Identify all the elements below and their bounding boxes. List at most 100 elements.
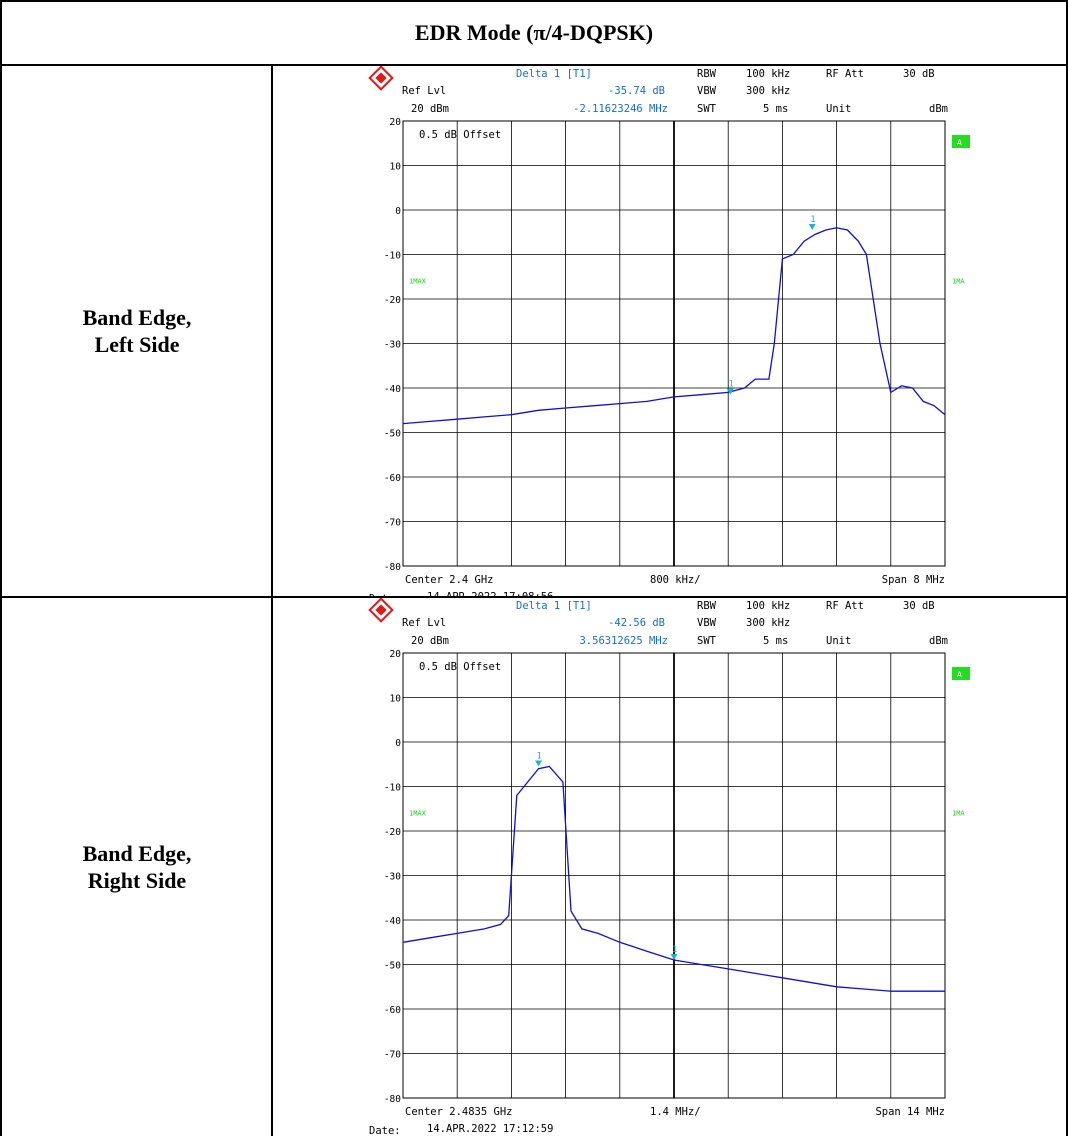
y-tick-label: -80 — [384, 562, 401, 573]
trace-label-right: 1MA — [952, 277, 965, 285]
date-label: Date: — [369, 1125, 401, 1136]
y-tick-label: -40 — [384, 916, 401, 927]
marker-frequency: 3.56312625 MHz — [579, 635, 668, 647]
y-tick-label: -50 — [384, 961, 401, 972]
division-scale: 800 kHz/ — [650, 574, 701, 586]
y-tick-label: -20 — [384, 295, 401, 306]
center-frequency: Center 2.4 GHz — [405, 574, 494, 586]
rf-att-value: 30 dB — [903, 600, 935, 612]
vbw-label: VBW — [697, 617, 717, 629]
y-tick-label: -50 — [384, 429, 401, 440]
row-label-line1: Band Edge, — [82, 304, 192, 330]
marker-label: 1 — [537, 751, 542, 761]
y-tick-label: -60 — [384, 1005, 401, 1016]
marker-title: Delta 1 [T1] — [516, 600, 592, 612]
y-tick-label: -10 — [384, 251, 401, 262]
marker-title: Delta 1 [T1] — [516, 68, 592, 80]
trace-label-left: 1MAX — [409, 277, 427, 285]
rbw-label: RBW — [697, 600, 717, 612]
unit-value: dBm — [929, 103, 948, 115]
ref-lvl-label: Ref Lvl — [402, 617, 446, 629]
trace-label-right: 1MA — [952, 809, 965, 817]
center-frequency: Center 2.4835 GHz — [405, 1106, 512, 1118]
row-label-left-side: Band Edge, Left Side — [2, 66, 272, 596]
date-value: 14.APR.2022 17:12:59 — [427, 1123, 553, 1135]
marker-triangle — [726, 388, 734, 395]
y-tick-label: -30 — [384, 872, 401, 883]
ref-lvl-value: 20 dBm — [411, 103, 449, 115]
row-label-line2: Right Side — [87, 868, 187, 893]
marker-level: -35.74 dB — [608, 85, 665, 97]
y-tick-label: -70 — [384, 518, 401, 529]
y-tick-label: -60 — [384, 473, 401, 484]
row-label-right-side: Band Edge, Right Side — [2, 598, 272, 1136]
unit-value: dBm — [929, 635, 948, 647]
table-border-top — [0, 0, 1068, 2]
y-tick-label: 0 — [395, 738, 401, 749]
rf-att-label: RF Att — [826, 68, 864, 80]
table-border-left — [0, 0, 2, 1136]
span-text: Span 8 MHz — [882, 574, 945, 586]
column-divider — [271, 64, 273, 1136]
trace-a-badge-label: A — [957, 670, 962, 679]
spectrum-analyzer-screen: Delta 1 [T1] Ref Lvl -35.74 dB 20 dBm -2.116… — [368, 66, 970, 596]
trace-a-badge — [952, 667, 970, 680]
spectrum-trace — [402, 227, 946, 425]
spectrum-analyzer-screen: Delta 1 [T1] Ref Lvl -42.56 dB 20 dBm 3.5631… — [368, 598, 970, 1136]
rf-att-label: RF Att — [826, 600, 864, 612]
row-label-line1: Band Edge, — [82, 840, 192, 866]
offset-note: 0.5 dB Offset — [419, 661, 501, 673]
y-tick-label: 20 — [390, 117, 402, 128]
table-border-right — [1066, 0, 1068, 1136]
y-tick-label: -80 — [384, 1094, 401, 1105]
marker-label: 1 — [810, 215, 815, 225]
marker-triangle — [808, 224, 816, 231]
marker-frequency: -2.11623246 MHz — [573, 103, 668, 115]
division-scale: 1.4 MHz/ — [650, 1106, 701, 1118]
spectrum-plot-right: Delta 1 [T1] Ref Lvl -42.56 dB 20 dBm 3.5631… — [273, 598, 1068, 1136]
vbw-value: 300 kHz — [746, 617, 790, 629]
marker-triangle — [670, 954, 678, 961]
unit-label: Unit — [826, 103, 851, 115]
rbw-value: 100 kHz — [746, 68, 790, 80]
rbw-label: RBW — [697, 68, 717, 80]
y-tick-label: -10 — [384, 783, 401, 794]
swt-label: SWT — [697, 635, 717, 647]
row-divider-middle — [0, 596, 1068, 598]
marker-level: -42.56 dB — [608, 617, 665, 629]
spectrum-trace — [402, 765, 945, 992]
offset-note: 0.5 dB Offset — [419, 129, 501, 141]
spectrum-plot-left: Delta 1 [T1] Ref Lvl -35.74 dB 20 dBm -2.116… — [273, 66, 1068, 596]
unit-label: Unit — [826, 635, 851, 647]
ref-lvl-label: Ref Lvl — [402, 85, 446, 97]
date-value: 14.APR.2022 17:08:56 — [427, 591, 553, 596]
vbw-label: VBW — [697, 85, 717, 97]
y-tick-label: 20 — [390, 649, 402, 660]
y-tick-label: 10 — [390, 162, 402, 173]
y-tick-label: 10 — [390, 694, 402, 705]
y-tick-label: -20 — [384, 827, 401, 838]
table-title: EDR Mode (π/4-DQPSK) — [414, 20, 654, 45]
rf-att-value: 30 dB — [903, 68, 935, 80]
date-label: Date: — [369, 593, 401, 596]
row-divider-header — [0, 64, 1068, 66]
trace-a-badge — [952, 135, 970, 148]
swt-value: 5 ms — [763, 635, 788, 647]
span-text: Span 14 MHz — [875, 1106, 945, 1118]
vbw-value: 300 kHz — [746, 85, 790, 97]
trace-label-left: 1MAX — [409, 809, 427, 817]
trace-a-badge-label: A — [957, 138, 962, 147]
y-tick-label: -30 — [384, 340, 401, 351]
row-label-line2: Left Side — [94, 332, 180, 357]
y-tick-label: 0 — [395, 206, 401, 217]
marker-label: 1 — [672, 945, 677, 955]
y-tick-label: -70 — [384, 1050, 401, 1061]
marker-label: 1 — [728, 380, 733, 390]
marker-triangle — [535, 760, 542, 767]
rbw-value: 100 kHz — [746, 600, 790, 612]
swt-label: SWT — [697, 103, 717, 115]
ref-lvl-value: 20 dBm — [411, 635, 449, 647]
y-tick-label: -40 — [384, 384, 401, 395]
swt-value: 5 ms — [763, 103, 788, 115]
